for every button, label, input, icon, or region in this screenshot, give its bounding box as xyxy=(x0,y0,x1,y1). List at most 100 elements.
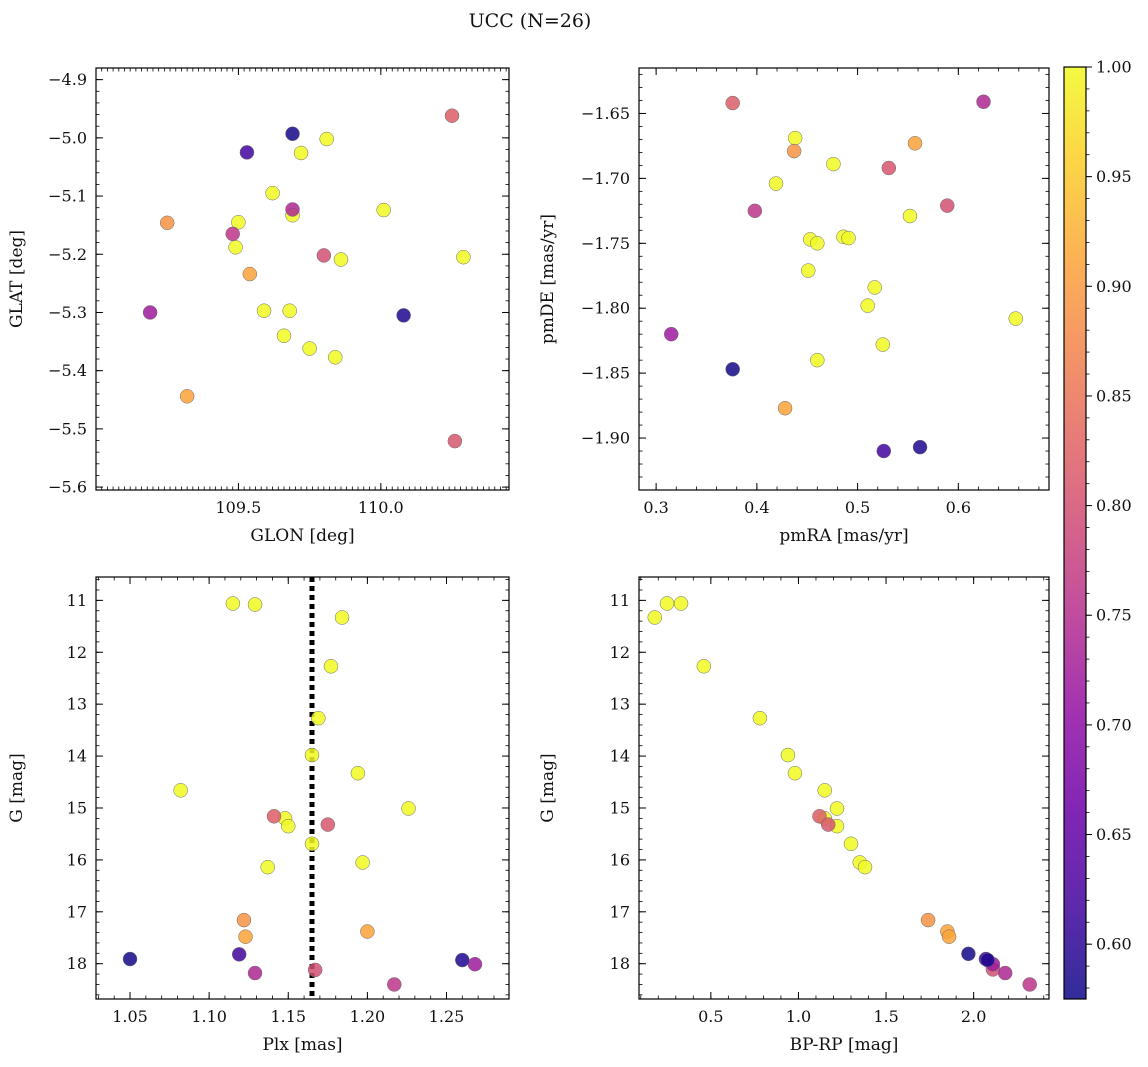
data-point xyxy=(239,145,255,160)
data-point xyxy=(401,801,416,816)
data-point xyxy=(961,946,976,962)
x-tick-label: 0.6 xyxy=(946,498,971,517)
y-tick-label: 11 xyxy=(610,591,630,610)
y-tick-label: −1.75 xyxy=(581,234,630,253)
y-tick-label: −1.80 xyxy=(581,299,630,318)
data-point xyxy=(360,924,375,939)
data-point xyxy=(323,659,339,674)
subplot-pmra-pmde: 0.3 0.4 0.5 0.6 −1.90 −1.85 −1.80 −1.75 −1.70 −1.… xyxy=(538,67,1050,546)
data-point xyxy=(281,818,296,834)
data-point xyxy=(304,836,320,852)
x-tick-label: 109.5 xyxy=(216,498,262,517)
data-point xyxy=(334,610,350,625)
data-point xyxy=(159,215,175,231)
y-tick-label: −5.0 xyxy=(48,128,87,147)
data-point xyxy=(236,912,252,928)
x-tick-label: 1.20 xyxy=(350,1007,386,1026)
data-point xyxy=(467,956,483,972)
y-tick-label: 12 xyxy=(610,643,630,662)
axes-frame xyxy=(95,67,510,491)
data-point xyxy=(285,202,300,217)
y-tick-label: 17 xyxy=(67,902,87,921)
subplot-bprp-g: 0.5 1.0 1.5 2.0 11 12 13 14 15 16 17 18 BP-RP [mag] G… xyxy=(538,576,1050,1055)
y-tick-label: 14 xyxy=(610,747,630,766)
data-point xyxy=(881,160,897,176)
y-tick-label: 14 xyxy=(67,747,87,766)
data-point xyxy=(444,108,460,123)
x-tick-label: 1.10 xyxy=(191,1007,227,1026)
x-axis-label: pmRA [mas/yr] xyxy=(779,526,908,546)
colorbar-tick-label: 1.00 xyxy=(1096,58,1132,77)
axes-frame xyxy=(638,576,1050,1000)
colorbar-tick-label: 0.95 xyxy=(1096,167,1132,186)
data-point xyxy=(940,198,955,213)
data-point xyxy=(242,266,258,282)
y-axis-label: G [mag] xyxy=(538,753,558,822)
data-point xyxy=(311,710,326,726)
data-point xyxy=(841,230,856,246)
x-tick-label: 2.0 xyxy=(961,1007,986,1026)
axes-frame xyxy=(638,67,1050,491)
data-point xyxy=(786,143,802,159)
data-point xyxy=(907,136,923,151)
subplot-glon-glat: 109.5 110.0 −5.6 −5.5 −5.4 −5.3 −5.2 −5.1 −5.0 −4… xyxy=(7,67,510,546)
data-point xyxy=(285,126,300,142)
data-point xyxy=(302,341,317,356)
y-tick-label: −5.3 xyxy=(48,303,87,322)
data-point xyxy=(355,855,370,870)
data-point xyxy=(725,361,740,377)
colorbar-tick-label: 0.80 xyxy=(1096,496,1132,515)
data-point xyxy=(447,433,463,449)
data-point xyxy=(867,280,882,295)
y-tick-label: 15 xyxy=(610,798,630,817)
data-point xyxy=(826,156,841,172)
data-point xyxy=(663,326,679,342)
x-tick-label: 1.25 xyxy=(429,1007,465,1026)
x-tick-label: 1.05 xyxy=(112,1007,148,1026)
y-tick-label: −1.90 xyxy=(581,429,630,448)
figure-title: UCC (N=26) xyxy=(469,10,592,32)
data-point xyxy=(304,747,320,763)
data-point xyxy=(179,389,195,404)
data-point xyxy=(173,783,188,798)
data-point xyxy=(777,400,793,416)
data-point xyxy=(247,965,263,981)
y-tick-label: 16 xyxy=(67,850,87,869)
y-tick-label: 13 xyxy=(67,695,87,714)
colorbar-tick-label: 0.75 xyxy=(1096,606,1132,625)
data-point xyxy=(860,298,875,313)
data-point xyxy=(256,303,272,318)
data-point xyxy=(231,947,247,962)
y-tick-label: 11 xyxy=(67,591,87,610)
y-tick-label: −5.4 xyxy=(48,361,87,380)
data-point xyxy=(231,214,246,230)
data-point xyxy=(997,965,1013,981)
y-tick-label: 13 xyxy=(610,695,630,714)
y-tick-label: 15 xyxy=(67,798,87,817)
data-point xyxy=(875,337,891,352)
data-point xyxy=(747,203,763,219)
x-tick-label: 1.0 xyxy=(786,1007,811,1026)
data-point xyxy=(920,912,936,928)
x-tick-label: 110.0 xyxy=(358,498,404,517)
data-point xyxy=(810,352,825,368)
x-tick-label: 0.5 xyxy=(845,498,870,517)
data-point xyxy=(673,596,689,611)
data-point xyxy=(787,130,803,146)
data-point xyxy=(316,248,332,263)
y-tick-label: −5.5 xyxy=(48,419,87,438)
data-point xyxy=(225,226,240,242)
data-point xyxy=(228,240,243,255)
data-point xyxy=(857,859,873,875)
data-point xyxy=(843,836,859,852)
x-tick-label: 0.5 xyxy=(698,1007,723,1026)
data-point xyxy=(768,176,784,191)
data-point xyxy=(320,817,336,832)
y-tick-label: −4.9 xyxy=(48,70,87,89)
data-point xyxy=(912,439,928,455)
data-point xyxy=(282,303,297,318)
data-point xyxy=(225,596,241,611)
data-point xyxy=(238,929,253,944)
y-tick-label: −5.1 xyxy=(48,187,87,206)
